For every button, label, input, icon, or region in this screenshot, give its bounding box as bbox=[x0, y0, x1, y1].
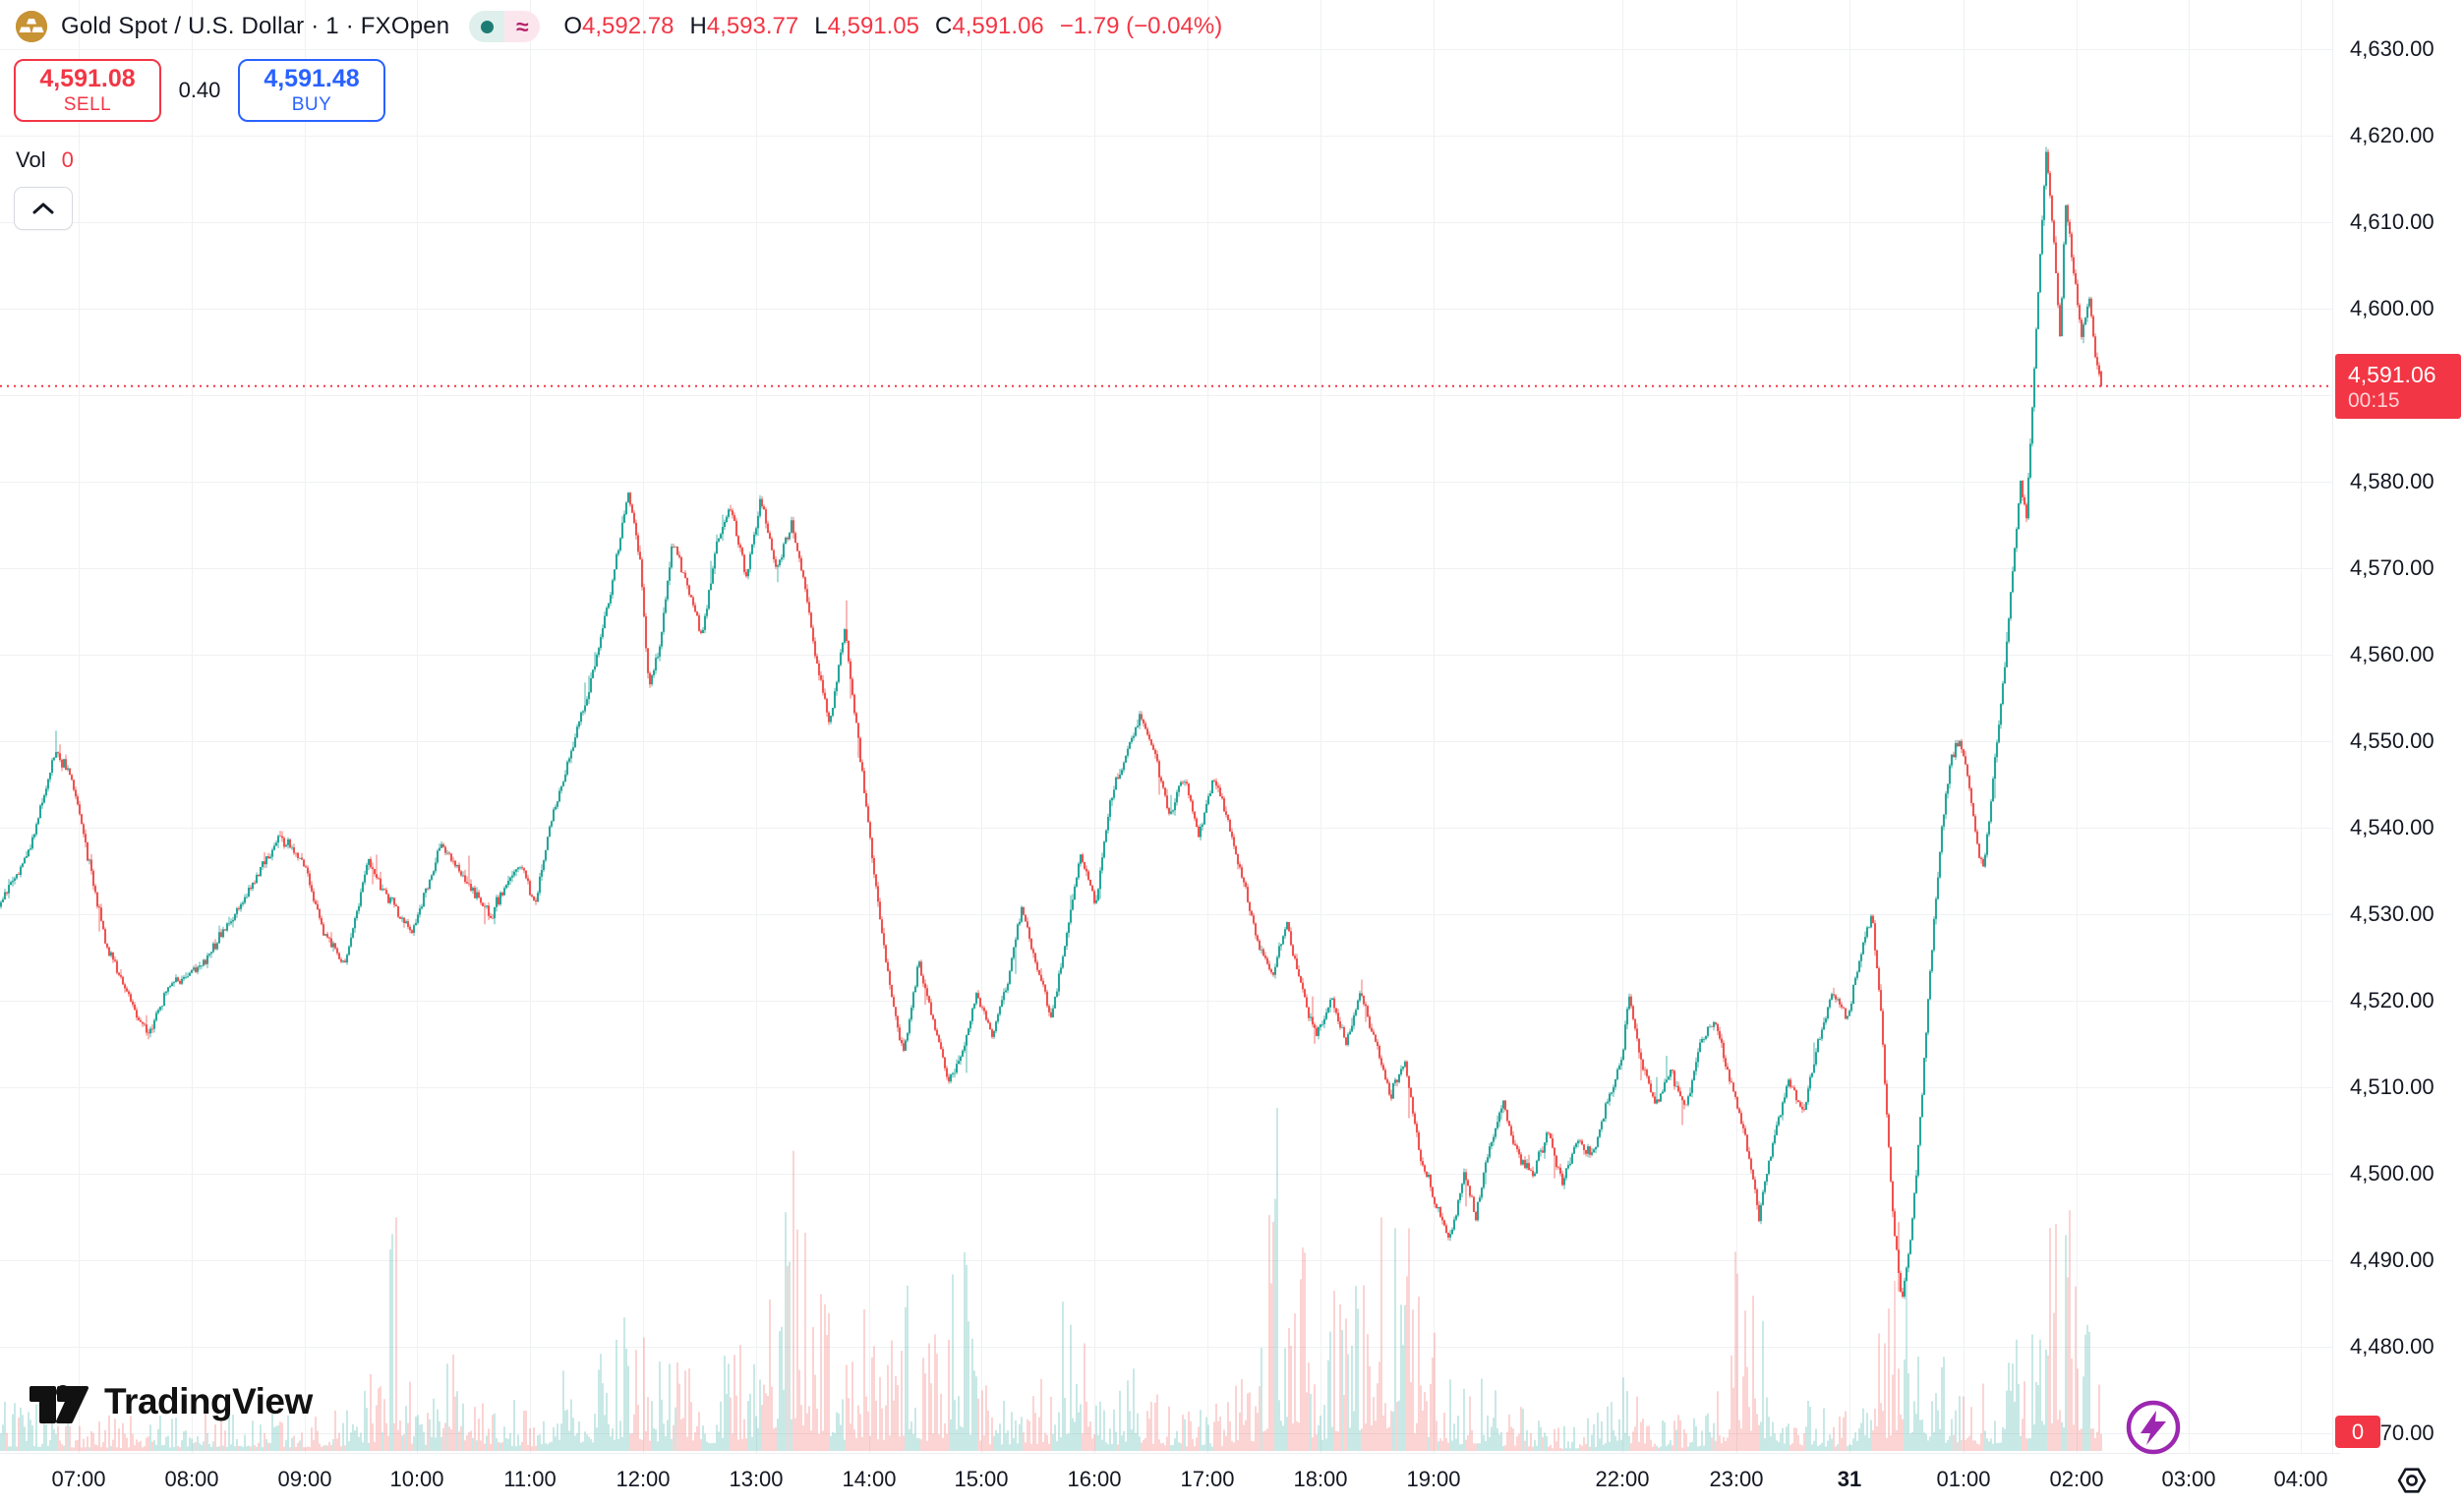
low-label: L bbox=[814, 13, 828, 39]
time-tick-label: 07:00 bbox=[51, 1467, 106, 1491]
bar-countdown: 00:15 bbox=[2348, 388, 2400, 412]
time-tick-label: 19:00 bbox=[1406, 1467, 1461, 1491]
close-value: 4,591.06 bbox=[952, 13, 1044, 39]
time-tick-label: 01:00 bbox=[1936, 1467, 1991, 1491]
gold-symbol-icon bbox=[16, 11, 47, 42]
buy-price: 4,591.48 bbox=[264, 65, 360, 92]
time-tick-label: 11:00 bbox=[503, 1467, 557, 1491]
tradingview-logo[interactable]: TradingView bbox=[28, 1376, 313, 1427]
high-label: H bbox=[689, 13, 707, 39]
low-value: 4,591.05 bbox=[827, 13, 919, 39]
price-tick-label: 4,530.00 bbox=[2350, 900, 2435, 926]
chart-plot[interactable] bbox=[0, 0, 2332, 1453]
tradingview-mark-icon bbox=[29, 1385, 88, 1423]
price-tick-label: 4,540.00 bbox=[2350, 814, 2435, 840]
buy-label: BUY bbox=[291, 94, 332, 115]
price-tick-label: 4,550.00 bbox=[2350, 728, 2435, 753]
ohlc-readout: O4,592.78 H4,593.77 L4,591.05 C4,591.06 … bbox=[563, 13, 1222, 40]
symbol-title[interactable]: Gold Spot / U.S. Dollar · 1 · FXOpen bbox=[61, 13, 450, 39]
time-tick-label: 03:00 bbox=[2161, 1467, 2216, 1491]
price-tick-label: 4,500.00 bbox=[2350, 1160, 2435, 1186]
lightning-icon bbox=[2126, 1400, 2181, 1455]
price-tick-label: 4,630.00 bbox=[2350, 36, 2435, 62]
volume-bars-down bbox=[6, 1150, 2102, 1451]
volume-label: Vol bbox=[16, 147, 46, 172]
price-tick-label: 4,600.00 bbox=[2350, 296, 2435, 321]
spread-value: 0.40 bbox=[178, 78, 221, 102]
time-tick-label: 17:00 bbox=[1180, 1467, 1235, 1491]
last-price-value: 4,591.06 bbox=[2348, 361, 2436, 387]
volume-legend[interactable]: Vol 0 bbox=[16, 147, 74, 173]
collapse-legend-button[interactable] bbox=[14, 187, 73, 230]
flash-button[interactable] bbox=[2124, 1398, 2183, 1457]
price-tick-label: 4,580.00 bbox=[2350, 469, 2435, 493]
time-tick-label: 22:00 bbox=[1595, 1467, 1650, 1491]
open-label: O bbox=[563, 13, 583, 39]
candle-wicks-down bbox=[6, 148, 2102, 1299]
candlestick-chart[interactable] bbox=[0, 0, 2332, 1453]
price-tick-label: 4,610.00 bbox=[2350, 209, 2435, 235]
time-tick-label: 09:00 bbox=[277, 1467, 332, 1491]
time-tick-label: 08:00 bbox=[164, 1467, 219, 1491]
time-axis[interactable]: 07:00 08:00 09:00 10:00 11:00 12:00 13:00 14:00… bbox=[0, 1453, 2340, 1506]
open-value: 4,592.78 bbox=[582, 13, 675, 39]
volume-value: 0 bbox=[61, 147, 74, 172]
close-label: C bbox=[935, 13, 953, 39]
gear-icon bbox=[2397, 1468, 2427, 1493]
time-tick-label: 15:00 bbox=[954, 1467, 1009, 1491]
time-tick-label: 10:00 bbox=[389, 1467, 444, 1491]
chevron-up-icon bbox=[32, 203, 54, 214]
market-status-pill[interactable]: ≈ bbox=[469, 11, 541, 42]
delayed-data-icon: ≈ bbox=[504, 11, 541, 42]
price-tick-label: 4,480.00 bbox=[2350, 1333, 2435, 1359]
time-axis-settings-button[interactable] bbox=[2395, 1464, 2429, 1497]
time-tick-label: 18:00 bbox=[1293, 1467, 1348, 1491]
price-axis[interactable]: 4,591.06 00:15 0 4,470.00 4,480.00 4,490.0… bbox=[2332, 0, 2464, 1453]
brand-text: TradingView bbox=[104, 1381, 313, 1421]
price-tick-label: 4,560.00 bbox=[2350, 642, 2435, 666]
candle-bodies-down bbox=[5, 151, 2103, 1297]
grid-lines bbox=[0, 0, 2332, 1453]
time-tick-label: 13:00 bbox=[729, 1467, 784, 1491]
high-value: 4,593.77 bbox=[706, 13, 799, 39]
last-price-label[interactable]: 4,591.06 00:15 bbox=[2335, 354, 2461, 419]
gold-bars-icon bbox=[16, 11, 47, 42]
market-open-icon bbox=[469, 11, 505, 42]
trade-panel: 4,591.08 SELL 0.40 4,591.48 BUY bbox=[14, 59, 385, 122]
time-tick-label: 16:00 bbox=[1067, 1467, 1122, 1491]
sell-price: 4,591.08 bbox=[39, 65, 136, 92]
volume-axis-badge: 0 bbox=[2335, 1416, 2380, 1448]
sell-label: SELL bbox=[63, 94, 112, 115]
price-tick-label: 4,620.00 bbox=[2350, 123, 2435, 148]
time-tick-label: 31 bbox=[1837, 1467, 1862, 1491]
sell-button[interactable]: 4,591.08 SELL bbox=[14, 59, 161, 122]
candle-bodies-up bbox=[0, 151, 2091, 1297]
time-tick-label: 23:00 bbox=[1709, 1467, 1764, 1491]
price-tick-label: 4,490.00 bbox=[2350, 1246, 2435, 1272]
volume-bars-up bbox=[0, 1108, 2090, 1451]
buy-button[interactable]: 4,591.48 BUY bbox=[238, 59, 385, 122]
time-tick-label: 04:00 bbox=[2273, 1467, 2328, 1491]
time-tick-label: 02:00 bbox=[2049, 1467, 2104, 1491]
time-tick-label: 14:00 bbox=[842, 1467, 897, 1491]
price-tick-label: 4,570.00 bbox=[2350, 555, 2435, 580]
price-tick-label: 4,510.00 bbox=[2350, 1073, 2435, 1099]
price-tick-label: 4,520.00 bbox=[2350, 987, 2435, 1013]
time-tick-label: 12:00 bbox=[616, 1467, 671, 1491]
change-value: −1.79 (−0.04%) bbox=[1059, 13, 1223, 39]
symbol-legend: Gold Spot / U.S. Dollar · 1 · FXOpen ≈ O… bbox=[16, 8, 1222, 45]
